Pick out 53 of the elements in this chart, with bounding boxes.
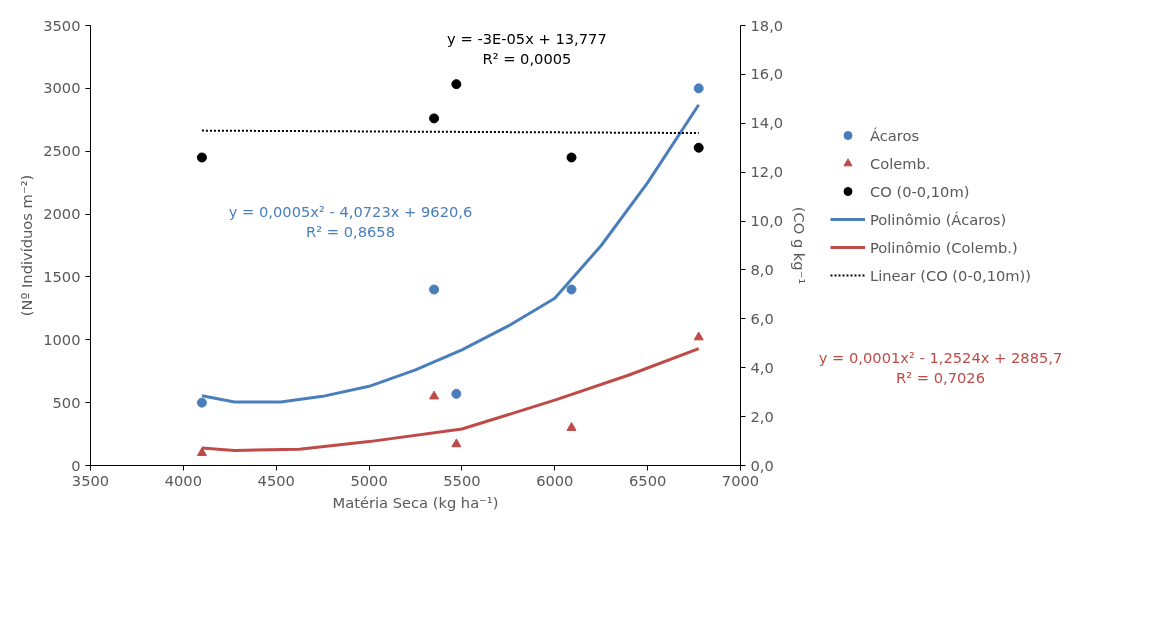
x-tick-label: 5000 <box>350 471 388 489</box>
y-tick-label: 3500 <box>43 16 81 34</box>
point <box>451 79 462 90</box>
y2-tick-label: 18,0 <box>750 16 784 34</box>
y2-tick-label: 10,0 <box>750 212 784 230</box>
point <box>429 113 440 124</box>
y-tick-label: 2000 <box>43 205 81 223</box>
y2-axis-title: (CO g kg⁻¹ <box>791 206 809 285</box>
y-tick-label: 1000 <box>43 330 81 348</box>
x-tick-label: 4000 <box>164 471 203 489</box>
point <box>196 447 207 457</box>
y-tick-label: 1500 <box>43 267 81 285</box>
y-tick-label: 500 <box>52 393 81 411</box>
legend-label: Linear (CO (0-0,10m)) <box>870 266 1032 284</box>
x-tick-label: 4500 <box>257 471 295 489</box>
text: y = 0,0001x² - 1,2524x + 2885,7 R² = 0,7026 <box>818 348 1063 386</box>
y2-tick-label: 8,0 <box>750 260 774 278</box>
x-tick-label: 3500 <box>71 471 110 489</box>
y-tick-label: 0 <box>71 456 81 474</box>
y2-tick-label: 16,0 <box>750 65 784 83</box>
x-tick-label: 7000 <box>721 471 760 489</box>
annotation: y = 0,0005x² - 4,0723x + 9620,6 R² = 0,8658 <box>228 203 473 241</box>
point <box>693 83 704 94</box>
x-axis-title: Matéria Seca (kg ha⁻¹) <box>332 493 499 511</box>
point <box>566 152 577 163</box>
legend-label: Ácaros <box>870 126 920 144</box>
legend-label: CO (0-0,10m) <box>870 182 970 200</box>
annotation: y = -3E-05x + 13,777 R² = 0,0005 <box>447 29 607 67</box>
point <box>196 152 207 163</box>
y-axis-title: (Nº Indivíduos m⁻²) <box>18 174 36 317</box>
point <box>429 284 440 295</box>
point <box>451 388 462 399</box>
point <box>693 331 704 341</box>
point <box>429 390 440 400</box>
point <box>566 284 577 295</box>
y-tick-label: 2500 <box>43 142 81 160</box>
x-tick-label: 6500 <box>628 471 667 489</box>
y2-tick-label: 14,0 <box>750 114 784 132</box>
point <box>566 422 577 431</box>
point <box>451 438 462 448</box>
legend-label: Colemb. <box>870 154 931 172</box>
x-tick-label: 5500 <box>443 471 481 489</box>
x-tick-label: 6000 <box>536 471 574 489</box>
point <box>693 142 704 153</box>
y2-tick-label: 6,0 <box>750 309 774 327</box>
legend-label: Polinômio (Colemb.) <box>870 238 1018 256</box>
y2-tick-label: 2,0 <box>750 407 774 425</box>
point <box>196 397 207 408</box>
y2-tick-label: 4,0 <box>750 358 774 376</box>
y2-tick-label: 12,0 <box>750 163 784 181</box>
legend-label: Polinômio (Ácaros) <box>870 210 1007 228</box>
y2-tick-label: 0,0 <box>750 456 774 474</box>
y-tick-label: 3000 <box>43 79 81 97</box>
